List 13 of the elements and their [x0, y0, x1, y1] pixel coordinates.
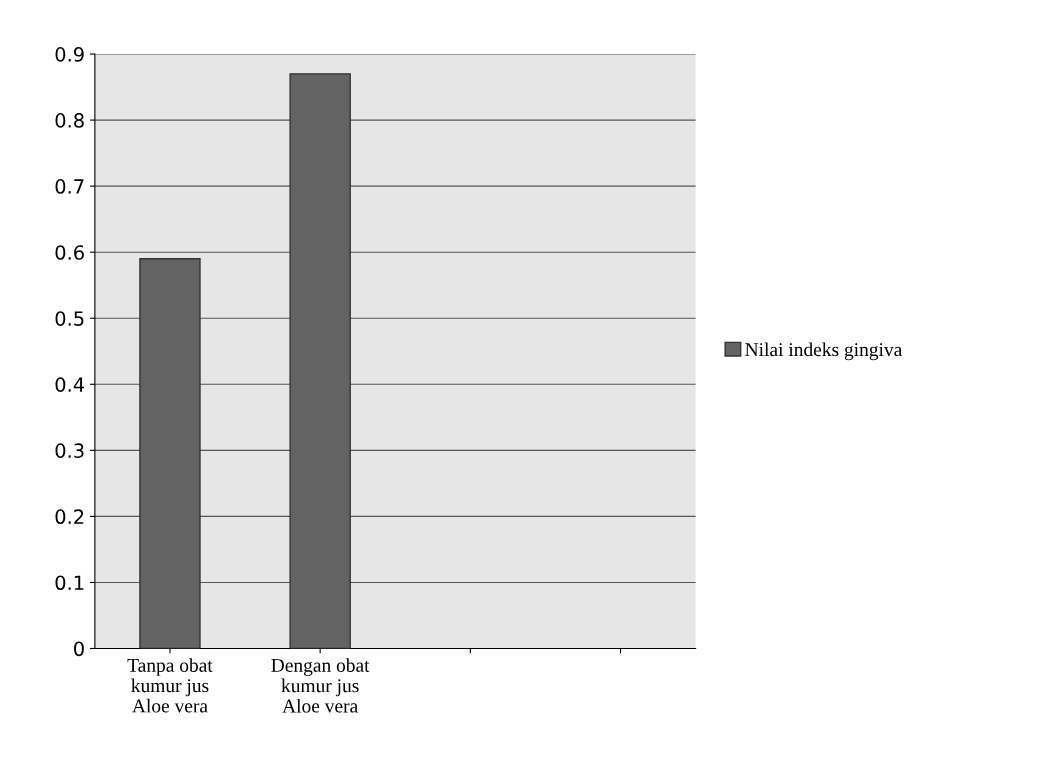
y-tick-label: 0.2 — [55, 509, 84, 525]
x-tick-label: Dengan obat kumur jus Aloe vera — [271, 658, 370, 713]
y-tick-label: 0.6 — [55, 245, 84, 260]
y-tick-label: 0.5 — [55, 311, 84, 326]
y-tick-label: 0.8 — [55, 113, 84, 128]
y-tick-label: 0.4 — [55, 377, 85, 392]
x-tick-label: Tanpa obat kumur jus Aloe vera — [127, 658, 213, 713]
y-tick-label: 0.3 — [55, 443, 84, 458]
y-tick-label: 0.7 — [55, 179, 84, 194]
y-tick-label: 0 — [74, 641, 84, 657]
y-tick-label: 0.1 — [55, 575, 84, 591]
y-tick-label: 0.9 — [55, 47, 84, 62]
legend-label: Nilai indeks gingiva — [745, 342, 903, 361]
